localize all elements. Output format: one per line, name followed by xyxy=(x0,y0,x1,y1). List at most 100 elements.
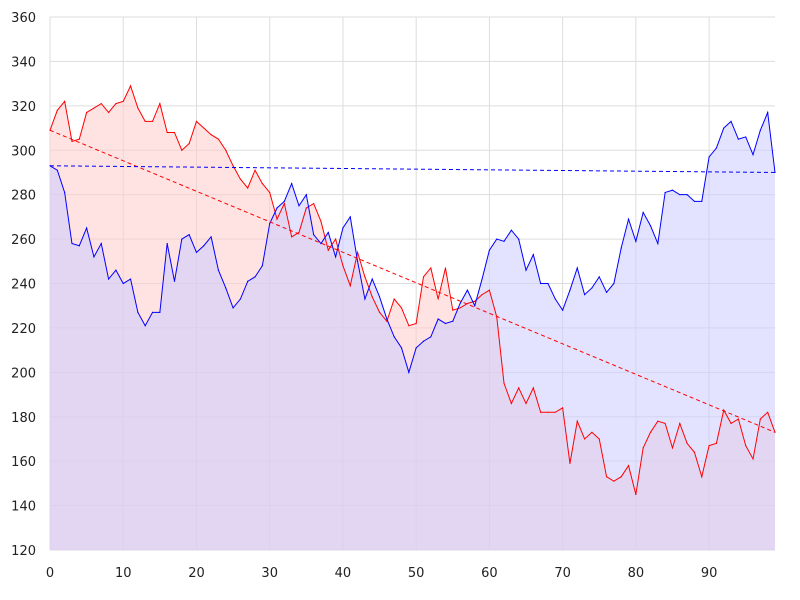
series-1-point xyxy=(752,458,754,460)
series-1-point xyxy=(378,311,381,313)
series-2-point xyxy=(598,276,600,278)
series-1-point xyxy=(693,451,696,453)
series-2-point xyxy=(71,242,73,245)
y-tick-label: 240 xyxy=(11,278,36,293)
series-2-point xyxy=(378,296,381,298)
series-2-point xyxy=(320,242,322,245)
series-2-point xyxy=(466,289,469,291)
y-tick-label: 180 xyxy=(11,411,36,426)
series-1-point xyxy=(371,296,373,298)
series-1-point xyxy=(649,431,652,433)
series-1-point xyxy=(569,462,571,464)
series-1-point xyxy=(759,418,761,420)
y-tick-label: 220 xyxy=(11,322,36,337)
series-1-point xyxy=(430,267,432,269)
y-tick-label: 280 xyxy=(11,189,36,204)
series-2-point xyxy=(64,191,66,194)
series-1-point xyxy=(232,165,234,167)
series-2-point xyxy=(166,242,168,245)
series-1-point xyxy=(349,285,351,287)
series-1-point xyxy=(269,191,271,194)
series-2-point xyxy=(327,231,329,234)
trend-line-2 xyxy=(49,165,776,173)
series-2-point xyxy=(496,238,498,240)
series-2-point xyxy=(100,242,102,245)
x-tick-label: 0 xyxy=(46,566,54,581)
series-1-point xyxy=(342,265,344,267)
series-2-point xyxy=(642,211,644,214)
series-1-point xyxy=(188,142,190,145)
series-2-point xyxy=(693,200,696,202)
series-2-point xyxy=(503,240,505,242)
series-1-point xyxy=(71,140,73,142)
series-2-point xyxy=(159,311,161,313)
series-1-point xyxy=(422,276,425,278)
series-1-point xyxy=(100,103,102,105)
y-tick-label: 260 xyxy=(11,233,36,248)
series-1-point xyxy=(283,202,285,205)
series-2-point xyxy=(547,282,549,285)
series-1-point xyxy=(64,100,66,102)
series-2-point xyxy=(620,247,622,249)
trend-line-1 xyxy=(49,129,776,433)
series-1-point xyxy=(679,422,681,425)
series-1-point xyxy=(737,418,739,420)
series-1-point xyxy=(327,249,329,251)
series-2-point xyxy=(247,280,249,282)
series-2-point xyxy=(86,227,88,229)
x-tick-label: 20 xyxy=(188,566,205,581)
series-1-point xyxy=(173,131,176,134)
series-2-point xyxy=(708,156,710,158)
series-1-point xyxy=(635,493,637,496)
series-1-point xyxy=(591,431,593,433)
series-2-point xyxy=(151,311,154,313)
series-1-point xyxy=(583,438,586,440)
series-1-point xyxy=(547,411,549,413)
series-1-point xyxy=(217,138,220,140)
series-1-point xyxy=(86,111,88,114)
series-2-point xyxy=(408,371,410,373)
series-2-point xyxy=(767,111,769,114)
series-1-point xyxy=(56,109,58,111)
series-1-point xyxy=(474,300,476,302)
series-1-point xyxy=(210,134,212,136)
series-1-point xyxy=(627,465,630,467)
series-2-point xyxy=(730,120,732,122)
series-1-point xyxy=(657,420,659,422)
series-areas xyxy=(50,85,775,550)
series-2-point xyxy=(430,336,432,338)
series-1-point xyxy=(459,307,461,309)
series-2-point xyxy=(591,287,593,289)
series-2-point xyxy=(313,234,315,236)
series-2-point xyxy=(532,254,534,256)
series-1-point xyxy=(488,289,490,291)
series-1-point xyxy=(225,149,227,151)
series-2-point xyxy=(723,127,725,129)
series-2-point xyxy=(386,318,388,320)
series-1-point xyxy=(78,138,80,140)
series-1-point xyxy=(576,420,578,422)
series-2-point xyxy=(342,227,344,229)
series-1-point xyxy=(122,100,124,102)
series-2-point xyxy=(210,236,212,238)
x-tick-label: 30 xyxy=(261,566,278,581)
series-1-point xyxy=(701,476,703,478)
series-1-point xyxy=(356,251,359,254)
series-2-point xyxy=(144,325,146,327)
series-2-point xyxy=(393,336,395,338)
series-1-point xyxy=(159,103,161,105)
series-2-point xyxy=(225,287,227,289)
series-2-point xyxy=(745,136,747,138)
series-2-point xyxy=(115,269,117,271)
series-1-point xyxy=(305,207,307,209)
series-2-point xyxy=(569,289,571,291)
series-2-point xyxy=(232,307,234,309)
y-tick-label: 120 xyxy=(11,544,36,559)
trend-lines xyxy=(49,129,776,433)
series-2-point xyxy=(269,222,271,225)
series-2-point xyxy=(474,305,476,307)
series-2-point xyxy=(364,298,366,300)
series-1-point xyxy=(532,387,534,389)
series-2-point xyxy=(335,256,337,258)
series-2-point xyxy=(261,265,263,267)
